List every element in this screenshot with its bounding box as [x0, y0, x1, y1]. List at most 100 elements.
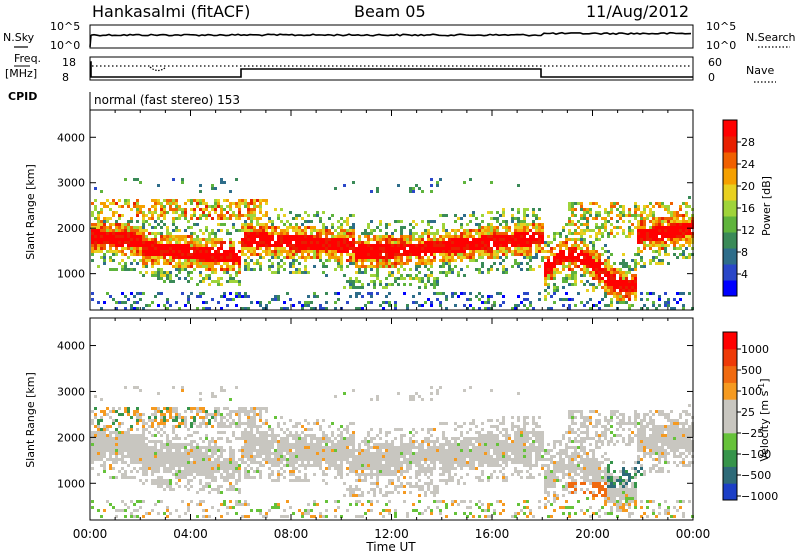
power-cell — [190, 214, 193, 217]
power-cell — [394, 247, 397, 250]
velocity-cell — [121, 476, 124, 479]
power-cell — [688, 253, 691, 256]
velocity-cell — [322, 431, 325, 434]
velocity-cell — [220, 425, 223, 428]
power-cell — [124, 262, 127, 265]
power-cell — [478, 250, 481, 253]
power-cell — [595, 238, 598, 241]
velocity-cell — [247, 515, 250, 518]
velocity-cell — [160, 413, 163, 416]
power-cell — [178, 208, 181, 211]
power-cell — [568, 268, 571, 271]
velocity-cell — [139, 437, 142, 440]
velocity-cell — [352, 449, 355, 452]
power-cell — [445, 247, 448, 250]
power-cell — [604, 259, 607, 262]
power-cell — [238, 271, 241, 274]
power-cell — [433, 232, 436, 235]
power-cell — [421, 277, 424, 280]
velocity-cell — [115, 509, 118, 512]
power-cell — [139, 253, 142, 256]
power-cell — [361, 241, 364, 244]
velocity-cell — [130, 500, 133, 503]
velocity-cell — [301, 425, 304, 428]
power-cell — [289, 271, 292, 274]
velocity-cell — [190, 485, 193, 488]
power-cell — [286, 253, 289, 256]
power-cell — [598, 211, 601, 214]
power-cell — [517, 295, 520, 298]
power-cell — [544, 265, 547, 268]
velocity-cell — [118, 407, 121, 410]
velocity-cell — [175, 476, 178, 479]
power-cell — [331, 253, 334, 256]
velocity-cell — [166, 506, 169, 509]
power-cell — [166, 277, 169, 280]
power-cell — [325, 244, 328, 247]
power-cell — [622, 274, 625, 277]
power-cell — [184, 304, 187, 307]
power-cell — [352, 214, 355, 217]
power-cell — [589, 211, 592, 214]
power-cell — [604, 268, 607, 271]
velocity-cell — [184, 422, 187, 425]
velocity-cell — [136, 443, 139, 446]
velocity-cell — [217, 470, 220, 473]
power-cell — [292, 226, 295, 229]
power-cell — [649, 202, 652, 205]
power-cell — [259, 205, 262, 208]
velocity-cell — [169, 470, 172, 473]
power-cell — [145, 250, 148, 253]
power-cell — [376, 235, 379, 238]
power-cell — [607, 259, 610, 262]
power-cell — [502, 226, 505, 229]
power-cell — [418, 259, 421, 262]
velocity-cell — [304, 446, 307, 449]
power-cell — [478, 268, 481, 271]
velocity-cell — [280, 446, 283, 449]
velocity-cell — [148, 464, 151, 467]
power-cell — [328, 256, 331, 259]
velocity-cell — [127, 440, 130, 443]
power-cell — [136, 214, 139, 217]
velocity-cell — [103, 446, 106, 449]
power-cell — [241, 244, 244, 247]
power-cell — [259, 217, 262, 220]
velocity-cell — [295, 422, 298, 425]
velocity-cell — [337, 434, 340, 437]
velocity-cell — [232, 458, 235, 461]
power-cell — [670, 232, 673, 235]
power-cell — [385, 295, 388, 298]
power-cell — [199, 292, 202, 295]
velocity-cell — [262, 422, 265, 425]
power-cell — [241, 238, 244, 241]
velocity-cell — [145, 464, 148, 467]
velocity-cell — [238, 416, 241, 419]
power-cell — [139, 244, 142, 247]
velocity-cell — [274, 452, 277, 455]
power-cell — [292, 250, 295, 253]
velocity-cell — [283, 446, 286, 449]
velocity-cell — [133, 461, 136, 464]
power-cell — [250, 247, 253, 250]
power-cell — [124, 265, 127, 268]
power-cell — [610, 211, 613, 214]
power-cell — [592, 289, 595, 292]
power-cell — [313, 244, 316, 247]
power-cell — [688, 292, 691, 295]
velocity-cell — [256, 437, 259, 440]
power-cell — [685, 223, 688, 226]
power-cell — [439, 304, 442, 307]
velocity-cell — [343, 449, 346, 452]
power-cell — [619, 295, 622, 298]
power-cell — [616, 280, 619, 283]
power-cell — [202, 250, 205, 253]
power-cell — [220, 268, 223, 271]
power-cell — [184, 259, 187, 262]
velocity-cell — [202, 446, 205, 449]
velocity-cell — [325, 461, 328, 464]
power-cell — [496, 235, 499, 238]
power-cell — [502, 211, 505, 214]
power-cell — [673, 211, 676, 214]
velocity-cell — [232, 410, 235, 413]
